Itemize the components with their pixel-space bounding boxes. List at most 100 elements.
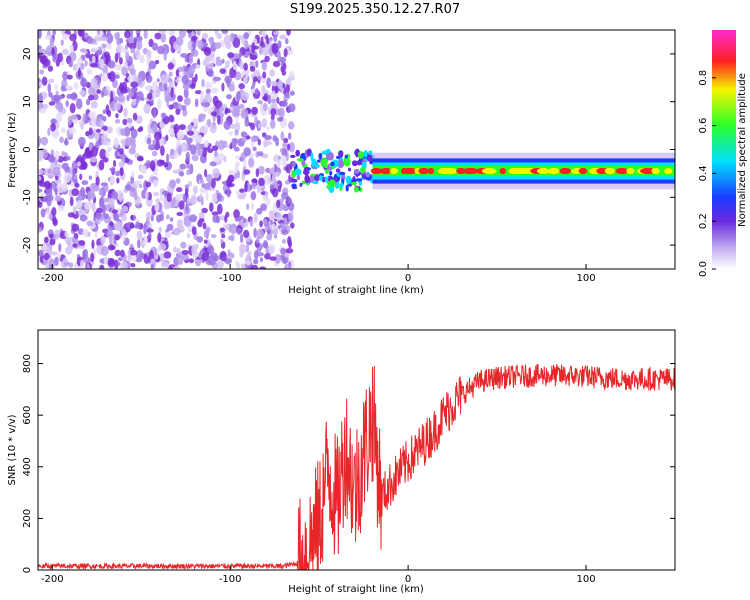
transition-blob [326, 153, 331, 161]
noise-speckle [49, 233, 54, 239]
noise-speckle [109, 175, 116, 184]
noise-speckle [163, 162, 169, 168]
noise-speckle [186, 169, 191, 176]
spectrogram-heatmap [38, 30, 675, 269]
noise-speckle [224, 214, 228, 223]
noise-speckle [127, 117, 133, 125]
noise-speckle [175, 194, 184, 200]
noise-speckle [219, 227, 226, 232]
transition-blob [351, 160, 358, 167]
noise-speckle [47, 168, 52, 174]
noise-speckle [48, 258, 56, 269]
noise-speckle [74, 182, 80, 188]
noise-speckle [131, 171, 135, 178]
transition-blob [357, 151, 364, 159]
noise-speckle [238, 243, 247, 254]
noise-speckle [116, 44, 124, 53]
noise-speckle [75, 98, 83, 110]
noise-speckle [238, 52, 243, 58]
transition-blob [366, 157, 373, 161]
noise-speckle [164, 231, 172, 238]
transition-blob [306, 148, 312, 157]
noise-speckle [88, 141, 93, 152]
noise-speckle [107, 109, 112, 118]
noise-speckle [105, 203, 111, 212]
noise-speckle [159, 214, 165, 222]
noise-speckle [287, 236, 292, 246]
noise-speckle [75, 200, 83, 209]
noise-speckle [86, 36, 93, 44]
noise-speckle [38, 226, 43, 233]
noise-speckle [175, 69, 180, 78]
noise-speckle [256, 207, 263, 215]
noise-speckle [49, 238, 56, 246]
noise-speckle [163, 49, 167, 61]
noise-speckle [204, 93, 210, 99]
noise-speckle [106, 229, 114, 239]
noise-speckle [129, 222, 135, 229]
noise-speckle [255, 168, 260, 178]
noise-speckle [253, 212, 258, 224]
noise-speckle [82, 249, 87, 260]
noise-speckle [254, 60, 259, 68]
noise-speckle [111, 209, 119, 214]
noise-speckle [222, 103, 227, 109]
noise-speckle [273, 35, 278, 43]
signal-band-peak [427, 167, 435, 175]
noise-speckle [168, 114, 175, 123]
noise-speckle [69, 33, 77, 42]
signal-band-peak [559, 167, 571, 175]
noise-speckle [95, 49, 103, 56]
transition-blob [328, 179, 336, 188]
noise-speckle [249, 54, 258, 60]
noise-speckle [204, 168, 208, 178]
noise-speckle [208, 254, 216, 266]
noise-speckle [137, 174, 144, 180]
noise-speckle [235, 91, 241, 102]
noise-speckle [258, 165, 265, 175]
noise-speckle [256, 228, 265, 240]
noise-speckle [40, 243, 48, 253]
noise-speckle [51, 182, 55, 190]
noise-speckle [109, 221, 114, 227]
noise-speckle [272, 60, 281, 68]
noise-speckle [115, 221, 123, 232]
noise-speckle [283, 216, 288, 224]
noise-speckle [57, 101, 64, 113]
noise-speckle [156, 78, 160, 83]
y-tick-label: 200 [22, 509, 33, 528]
noise-speckle [39, 81, 43, 87]
noise-speckle [63, 172, 72, 183]
noise-speckle [280, 87, 285, 93]
noise-speckle [141, 239, 147, 248]
noise-speckle [73, 82, 79, 90]
noise-speckle [130, 47, 136, 54]
noise-speckle [274, 154, 279, 163]
noise-speckle [107, 258, 116, 268]
noise-speckle [195, 64, 201, 69]
noise-speckle [118, 192, 124, 203]
noise-speckle [135, 250, 144, 261]
noise-speckle [137, 155, 144, 161]
noise-speckle [124, 30, 131, 39]
noise-speckle [248, 157, 255, 168]
noise-speckle [165, 134, 169, 142]
noise-speckle [245, 135, 251, 140]
signal-band-peak [414, 167, 421, 175]
noise-speckle [208, 180, 212, 187]
noise-speckle [45, 50, 53, 56]
noise-speckle [47, 245, 51, 256]
noise-speckle [224, 258, 232, 264]
noise-speckle [61, 150, 66, 157]
noise-speckle [163, 81, 168, 92]
noise-speckle [61, 48, 70, 56]
noise-speckle [77, 30, 85, 37]
noise-speckle [91, 201, 96, 213]
noise-speckle [189, 163, 194, 175]
signal-band-peak [547, 167, 560, 175]
colorbar: 0.0 0.2 0.4 0.6 0.8 Normalized spectral ampl… [698, 30, 748, 277]
noise-speckle [166, 153, 170, 164]
noise-speckle [239, 61, 244, 70]
transition-blob [319, 175, 323, 181]
noise-speckle [202, 58, 210, 67]
